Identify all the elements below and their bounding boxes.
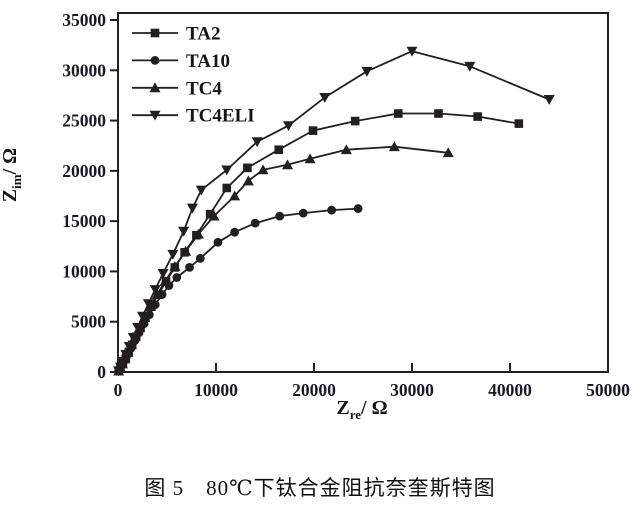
data-point-marker <box>304 153 316 164</box>
series-line <box>117 145 449 372</box>
y-tick-label: 0 <box>97 362 106 382</box>
data-point-marker <box>327 205 337 215</box>
x-tick-label: 40000 <box>488 380 532 400</box>
data-point-marker <box>142 299 154 310</box>
data-point-marker <box>282 159 294 170</box>
data-point-marker <box>243 163 252 173</box>
data-point-marker <box>186 203 198 214</box>
data-point-marker <box>180 245 192 256</box>
data-point-marker <box>151 289 163 299</box>
data-point-marker <box>242 175 254 186</box>
x-tick-label: 0 <box>114 380 123 400</box>
data-point-marker <box>353 204 363 213</box>
data-point-marker <box>178 226 190 237</box>
legend-label: TC4ELI <box>186 106 255 127</box>
plot-frame <box>117 12 609 373</box>
data-point-marker <box>205 209 215 219</box>
data-point-marker <box>229 190 241 201</box>
data-point-marker <box>340 144 352 155</box>
data-point-marker <box>473 112 482 121</box>
data-point-marker <box>149 110 161 121</box>
data-point-marker <box>434 109 443 118</box>
data-point-marker <box>169 261 181 271</box>
data-point-marker <box>149 82 161 93</box>
y-tick-label: 15000 <box>62 211 106 231</box>
data-point-marker <box>222 183 232 193</box>
y-tick-label: 10000 <box>62 261 106 281</box>
legend-label: TA2 <box>186 24 220 45</box>
data-point-marker <box>208 210 220 221</box>
series-tc4eli <box>113 46 555 377</box>
data-point-marker <box>123 341 135 352</box>
data-point-marker <box>464 61 476 72</box>
data-point-marker <box>319 93 331 103</box>
data-point-marker <box>361 66 373 77</box>
data-point-marker <box>406 46 418 57</box>
y-tick-label: 20000 <box>62 161 106 181</box>
legend: TA2 TA10 TC4 TC4ELI <box>132 24 255 127</box>
data-point-marker <box>137 311 148 322</box>
x-axis: 0 10000 20000 30000 40000 50000 <box>114 363 630 400</box>
data-point-marker <box>274 145 284 155</box>
data-point-marker <box>159 276 171 286</box>
legend-label: TA10 <box>186 51 230 72</box>
data-point-marker <box>117 357 129 367</box>
data-point-marker <box>150 28 160 38</box>
x-tick-label: 50000 <box>586 380 630 400</box>
y-tick-label: 35000 <box>62 10 106 30</box>
data-point-marker <box>157 269 169 279</box>
data-point-marker <box>388 141 400 152</box>
y-tick-label: 30000 <box>62 60 106 80</box>
x-axis-title: Zre/ Ω <box>336 397 387 422</box>
nyquist-plot: 0 10000 20000 30000 40000 50000 0 5000 10000 1500… <box>0 10 630 422</box>
y-tick-label: 25000 <box>62 111 106 131</box>
data-point-marker <box>257 164 269 175</box>
data-point-marker <box>442 147 454 158</box>
data-point-marker <box>192 228 204 239</box>
series-tc4 <box>113 141 454 376</box>
series-ta10 <box>114 204 363 376</box>
data-point-marker <box>149 285 161 295</box>
x-tick-label: 10000 <box>194 380 238 400</box>
data-point-marker <box>393 109 403 118</box>
data-point-marker <box>275 211 285 221</box>
x-tick-label: 30000 <box>390 380 434 400</box>
series-ta2 <box>114 109 524 376</box>
data-point-marker <box>185 263 194 272</box>
data-point-marker <box>250 218 260 228</box>
figure-caption: 图 5 80℃下钛合金阻抗奈奎斯特图 <box>144 476 496 500</box>
y-axis-title: Zim/ Ω <box>0 148 24 202</box>
data-point-marker <box>543 95 555 105</box>
data-point-marker <box>132 322 144 333</box>
data-point-marker <box>195 185 207 196</box>
data-point-marker <box>167 249 179 260</box>
data-point-marker <box>350 116 360 126</box>
y-axis: 0 5000 10000 15000 20000 25000 30000 35000 <box>62 10 118 382</box>
data-point-marker <box>283 121 295 131</box>
data-point-marker <box>230 227 240 237</box>
data-point-marker <box>144 301 156 312</box>
data-point-marker <box>308 126 318 135</box>
data-point-marker <box>172 273 182 282</box>
data-point-marker <box>120 350 132 360</box>
x-tick-label: 20000 <box>292 380 336 400</box>
data-point-marker <box>514 119 524 128</box>
data-point-marker <box>298 208 308 218</box>
y-tick-label: 5000 <box>71 312 106 332</box>
legend-label: TC4 <box>186 78 222 99</box>
data-point-marker <box>251 137 263 148</box>
data-point-marker <box>127 332 139 343</box>
data-point-marker <box>195 253 205 263</box>
data-point-marker <box>213 237 223 247</box>
data-point-marker <box>150 56 160 65</box>
data-point-marker <box>221 165 233 176</box>
